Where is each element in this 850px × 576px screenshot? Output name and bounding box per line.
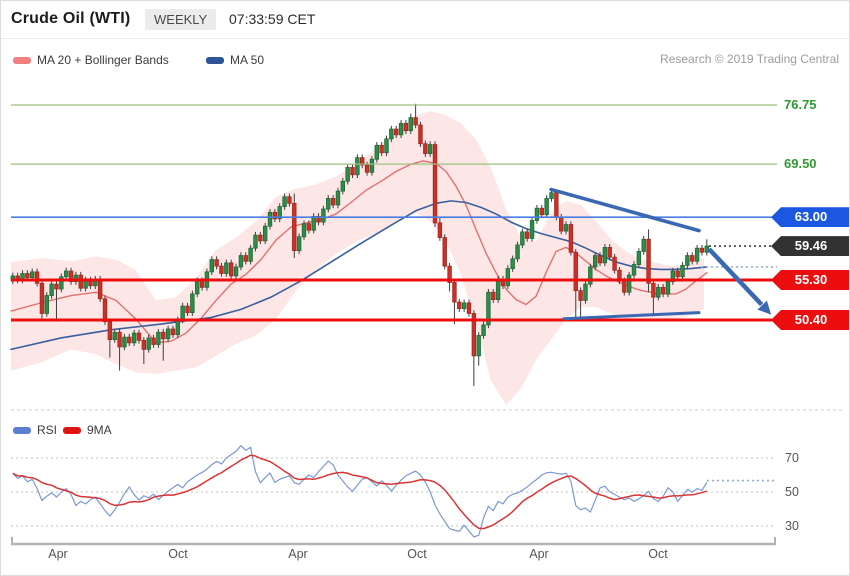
down-forecast-arrow [707, 247, 764, 307]
bollinger-band-area [11, 111, 704, 405]
rsi-grid-label: 30 [785, 519, 799, 533]
descending-trendline [549, 187, 701, 233]
resistance-level-label-76-75: 76.75 [784, 97, 817, 112]
rsi-grid-label: 50 [785, 485, 799, 499]
resistance-level-label-69-50: 69.50 [784, 156, 817, 172]
x-axis-label: Apr [529, 547, 548, 561]
quote-time: 07:33:59 CET [229, 11, 316, 27]
x-axis-label: Oct [168, 547, 188, 561]
x-axis-label: Oct [648, 547, 668, 561]
arrow-head [757, 300, 772, 315]
rsi-9ma-line [12, 454, 708, 530]
nine-ma-swatch [63, 426, 81, 434]
legend-9ma-label: 9MA [87, 423, 112, 437]
ma20-bollinger-swatch [13, 56, 31, 64]
instrument-title: Crude Oil (WTI) [11, 10, 131, 27]
resistance-badge-63-00: 63.00 [771, 207, 849, 228]
support-badge-50-40: 50.40 [771, 310, 849, 330]
rsi-line [12, 444, 708, 538]
rsi-grid-label: 70 [785, 451, 799, 465]
research-credit: Research © 2019 Trading Central [660, 52, 839, 66]
legend-ma50-label: MA 50 [230, 53, 265, 67]
legend-ma20-bollinger: MA 20 + Bollinger Bands [13, 53, 169, 67]
last-price-badge-59-46: 59.46 [771, 236, 849, 257]
ascending-trendline [562, 311, 701, 321]
legend-9ma: 9MA [63, 423, 112, 437]
x-axis-label: Apr [288, 547, 307, 561]
legend-rsi-label: RSI [37, 423, 58, 437]
candles [10, 103, 709, 387]
legend-ma20-bollinger-label: MA 20 + Bollinger Bands [37, 53, 169, 67]
x-axis-label: Apr [48, 547, 67, 561]
rsi-swatch [13, 426, 31, 434]
legend-ma50: MA 50 [206, 53, 264, 67]
header: Crude Oil (WTI) WEEKLY 07:33:59 CET [1, 1, 849, 39]
timeframe-badge: WEEKLY [145, 9, 217, 30]
pivot-badge-55-30: 55.30 [771, 270, 849, 291]
main-plot [10, 103, 709, 405]
legend-rsi: RSI [13, 423, 57, 437]
ma50-line [10, 200, 708, 351]
x-axis-label: Oct [407, 547, 427, 561]
ma50-swatch [206, 56, 224, 64]
